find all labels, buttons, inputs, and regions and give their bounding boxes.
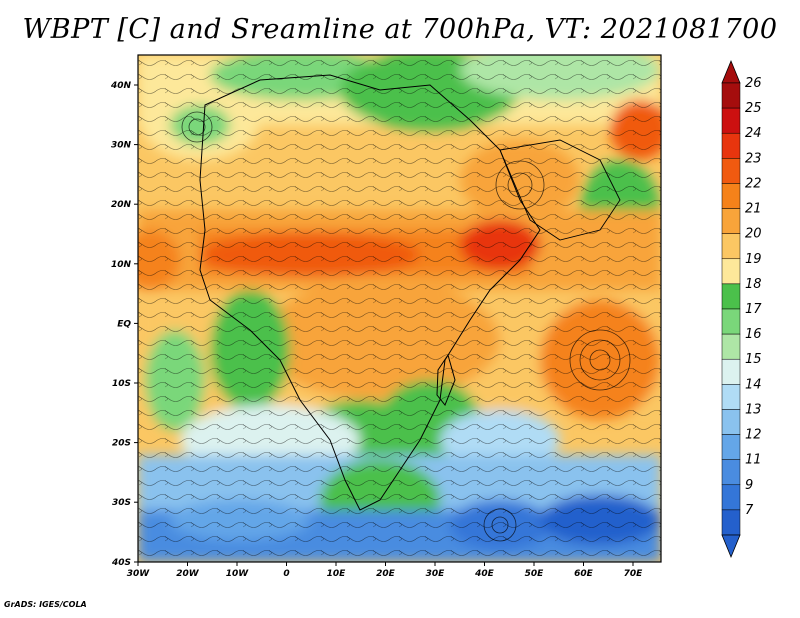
- colorbar-label: 14: [745, 377, 762, 392]
- colorbar-swatch: [721, 258, 741, 285]
- colorbar-swatch: [721, 509, 741, 536]
- lon-tick-label: 40E: [474, 569, 495, 579]
- colorbar-label: 12: [745, 428, 762, 443]
- colorbar-min-arrow: [721, 534, 741, 559]
- lon-tick-label: 70E: [624, 569, 644, 579]
- lat-tick-label: 10N: [111, 260, 132, 270]
- colorbar-label: 19: [745, 252, 762, 267]
- map-title: WBPT [C] and Sreamline at 700hPa, VT: 20…: [22, 14, 778, 45]
- lat-tick-label: EQ: [117, 319, 131, 329]
- colorbar-label: 16: [745, 327, 762, 342]
- colorbar-swatch: [721, 333, 741, 360]
- lat-axis: 40N 30N 20N 10N EQ 10S 20S 30S 40S: [110, 81, 138, 568]
- vortex-swirls: [181, 111, 631, 542]
- lon-tick-label: 20W: [176, 569, 200, 579]
- lat-tick-label: 40N: [110, 81, 132, 91]
- africa-outline: [199, 74, 541, 511]
- colorbar-label: 15: [745, 352, 762, 367]
- colorbar-swatch: [721, 233, 741, 260]
- map-field: [138, 55, 661, 562]
- lon-tick-label: 30W: [127, 569, 151, 579]
- lat-tick-label: 30S: [112, 498, 131, 508]
- colorbar-swatch: [721, 158, 741, 184]
- colorbar-swatch: [721, 82, 741, 109]
- streamline-overlay: [138, 55, 661, 562]
- lon-tick-label: 30E: [426, 569, 446, 579]
- map-frame: [137, 54, 662, 563]
- lon-tick-label: 10E: [327, 569, 347, 579]
- colorbar-label: 24: [745, 126, 762, 141]
- colorbar-swatch: [721, 308, 741, 335]
- colorbar-label: 26: [745, 76, 762, 91]
- lon-tick-label: 20E: [376, 569, 396, 579]
- colorbar-label: 18: [745, 277, 762, 292]
- lat-tick-label: 40S: [111, 558, 131, 568]
- lon-tick-label: 10W: [226, 569, 250, 579]
- lon-tick-label: 60E: [574, 569, 594, 579]
- colorbar-label: 9: [745, 478, 753, 493]
- colorbar-swatch: [721, 208, 741, 234]
- colorbar-swatch: [721, 459, 741, 486]
- colorbar-swatch: [721, 484, 741, 511]
- lat-tick-label: 30N: [111, 141, 132, 151]
- arabia-outline: [499, 139, 621, 241]
- colorbar: 26 25 24 23 22 21 20 19 18 17 16 15 14 13 12 11 9 7: [721, 59, 762, 559]
- lon-axis: 30W 20W 10W 0 10E 20E 30E 40E 50E 60E 70E: [127, 562, 643, 579]
- lon-tick-label: 50E: [525, 569, 545, 579]
- lat-tick-label: 10S: [112, 379, 131, 389]
- colorbar-max-arrow: [721, 59, 741, 84]
- colorbar-label: 7: [745, 503, 754, 518]
- colorbar-swatch: [721, 384, 741, 410]
- colorbar-swatch: [721, 283, 741, 310]
- colorbar-label: 17: [745, 302, 762, 317]
- colorbar-swatch: [721, 107, 741, 134]
- lon-tick-label: 0: [283, 569, 289, 579]
- grads-credit: GrADS: IGES/COLA: [4, 600, 87, 609]
- colorbar-label: 23: [745, 151, 762, 166]
- colorbar-swatch: [721, 434, 741, 460]
- colorbar-swatch: [721, 358, 741, 385]
- colorbar-label: 21: [745, 202, 762, 217]
- lat-tick-label: 20N: [111, 200, 132, 210]
- colorbar-label: 13: [745, 402, 762, 417]
- colorbar-label: 20: [745, 227, 762, 242]
- madagascar-outline: [436, 353, 456, 406]
- colorbar-label: 11: [745, 453, 762, 468]
- colorbar-label: 25: [745, 101, 762, 116]
- colorbar-swatch: [721, 132, 741, 159]
- lat-tick-label: 20S: [112, 439, 131, 449]
- colorbar-label: 22: [745, 176, 762, 191]
- colorbar-swatch: [721, 183, 741, 209]
- colorbar-swatch: [721, 409, 741, 435]
